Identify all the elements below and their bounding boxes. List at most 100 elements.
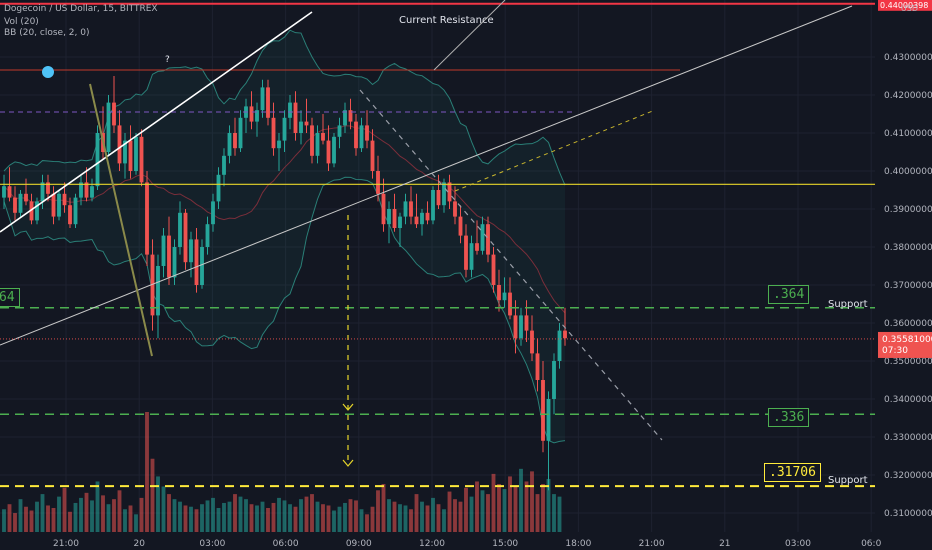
volume-bars (2, 412, 562, 532)
volume-bar (299, 499, 303, 532)
volume-bar (101, 495, 105, 532)
candle-body (354, 121, 358, 149)
volume-bar (277, 497, 281, 532)
time-tick-label: 21 (719, 539, 730, 549)
level-336-tag: .336 (768, 408, 810, 427)
time-axis: 21:00 20 03:00 06:00 09:00 12:00 15:00 18:00 21:… (0, 532, 932, 550)
volume-bar (244, 499, 248, 532)
bb-fill (4, 30, 565, 443)
volume-bar (150, 458, 155, 532)
volume-bar (200, 504, 204, 532)
candle-body (326, 140, 331, 164)
candle-body (299, 121, 303, 133)
volume-bar (255, 505, 259, 532)
candlesticks (2, 76, 567, 491)
candle-body (255, 110, 259, 122)
bollinger-legend[interactable]: BB (20, close, 2, 0) (4, 28, 90, 38)
olive-trendline (89, 83, 153, 357)
candle-body (84, 182, 89, 198)
volume-bar (475, 481, 479, 532)
time-tick-label: 15:00 (492, 539, 518, 549)
volume-bar (304, 496, 309, 532)
candle-body (541, 380, 545, 441)
volume-bar (431, 497, 435, 532)
volume-bar (238, 496, 243, 532)
candle-body (469, 243, 474, 270)
volume-bar (73, 502, 78, 532)
candle-body (535, 353, 540, 380)
volume-bar (508, 476, 512, 532)
candle-body (106, 102, 111, 152)
volume-bar (227, 501, 232, 532)
candle-body (310, 125, 314, 156)
volume-bar (95, 481, 100, 532)
resistance-price-label: 0.44000398 (880, 1, 928, 10)
time-tick-label: 03:00 (785, 539, 811, 549)
candle-body (409, 201, 413, 217)
volume-bar (502, 489, 507, 532)
volume-bar (134, 514, 138, 532)
volume-bar (117, 490, 122, 532)
volume-bar (90, 500, 94, 532)
volume-bar (128, 505, 133, 532)
volume-bar (387, 499, 391, 532)
volume-bar (359, 509, 364, 532)
candle-body (315, 133, 320, 156)
candle-body (194, 239, 199, 285)
volume-bar (442, 509, 446, 532)
volume-bar (425, 505, 430, 532)
volume-bar (288, 504, 292, 532)
currency-label: USD (900, 4, 918, 13)
candle-body (376, 171, 380, 194)
candle-body (387, 209, 391, 225)
volume-legend[interactable]: Vol (20) (4, 17, 39, 27)
time-tick-label: 21:00 (53, 539, 79, 549)
bb-basis (3, 125, 566, 314)
candle-body (491, 254, 496, 285)
candle-body (112, 102, 116, 126)
candle-body (497, 285, 501, 301)
last-price-badge (878, 331, 932, 358)
volume-bar (497, 484, 501, 532)
volume-bar (123, 509, 127, 532)
volume-bar (524, 481, 529, 532)
volume-bar (535, 494, 540, 532)
candle-body (172, 247, 177, 278)
volume-bar (552, 494, 556, 532)
candle-body (332, 136, 336, 164)
yellow-dashed-projection (454, 109, 656, 192)
volume-bar (178, 501, 182, 532)
volume-bar (326, 505, 331, 532)
time-tick-label: 18:00 (565, 539, 591, 549)
volume-bar (541, 484, 545, 532)
volume-bar (370, 506, 375, 532)
volume-bar (530, 471, 534, 532)
volume-bar (464, 487, 468, 532)
candle-body (260, 87, 265, 111)
question-note: ? (165, 55, 170, 65)
candle-body (24, 193, 28, 202)
candle-body (35, 201, 39, 221)
volume-bar (409, 509, 413, 532)
symbol-legend[interactable]: Dogecoin / US Dollar, 15, BITTREX (4, 4, 158, 14)
candle-body (51, 193, 56, 217)
candle-body (145, 182, 149, 255)
candle-body (68, 205, 72, 225)
candle-body (453, 201, 457, 217)
candle-body (414, 216, 419, 225)
candle-body (46, 182, 50, 194)
bb-lower (3, 176, 566, 444)
volume-bar (172, 499, 177, 532)
volume-bar (271, 502, 276, 532)
candle-body (123, 140, 127, 164)
candle-body (18, 193, 23, 213)
candle-body (502, 292, 507, 301)
volume-bar (332, 510, 336, 532)
